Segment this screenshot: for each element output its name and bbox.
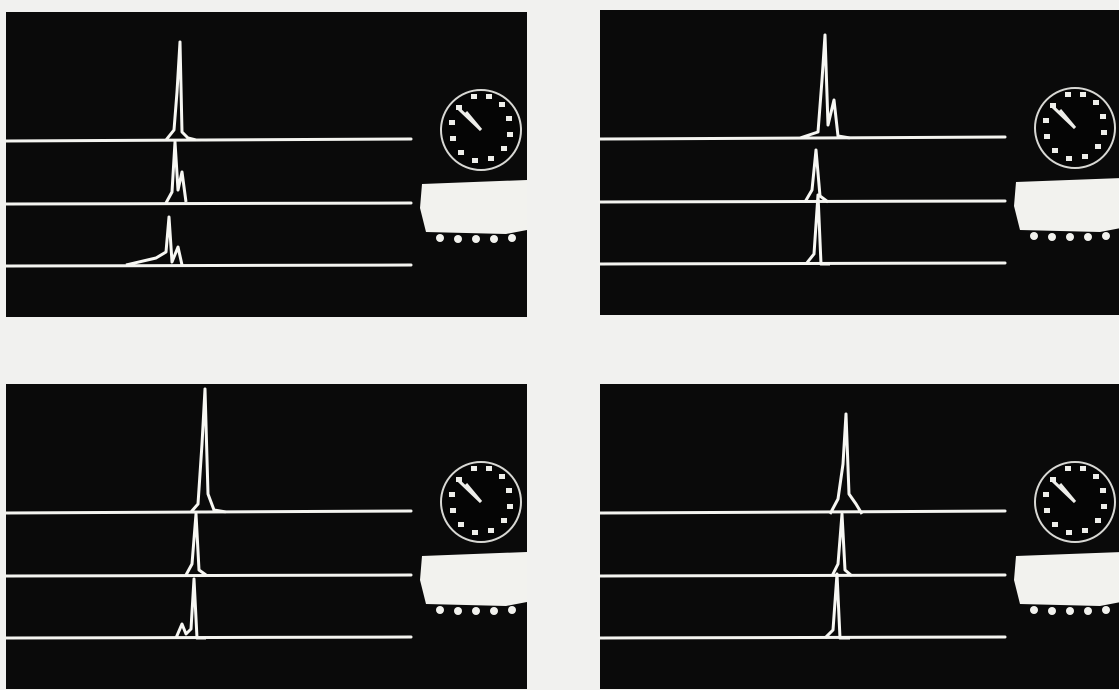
scope-panel <box>4 382 529 690</box>
scope-panel <box>598 8 1119 317</box>
scope-panel <box>4 10 529 319</box>
scope-panel <box>598 382 1119 690</box>
